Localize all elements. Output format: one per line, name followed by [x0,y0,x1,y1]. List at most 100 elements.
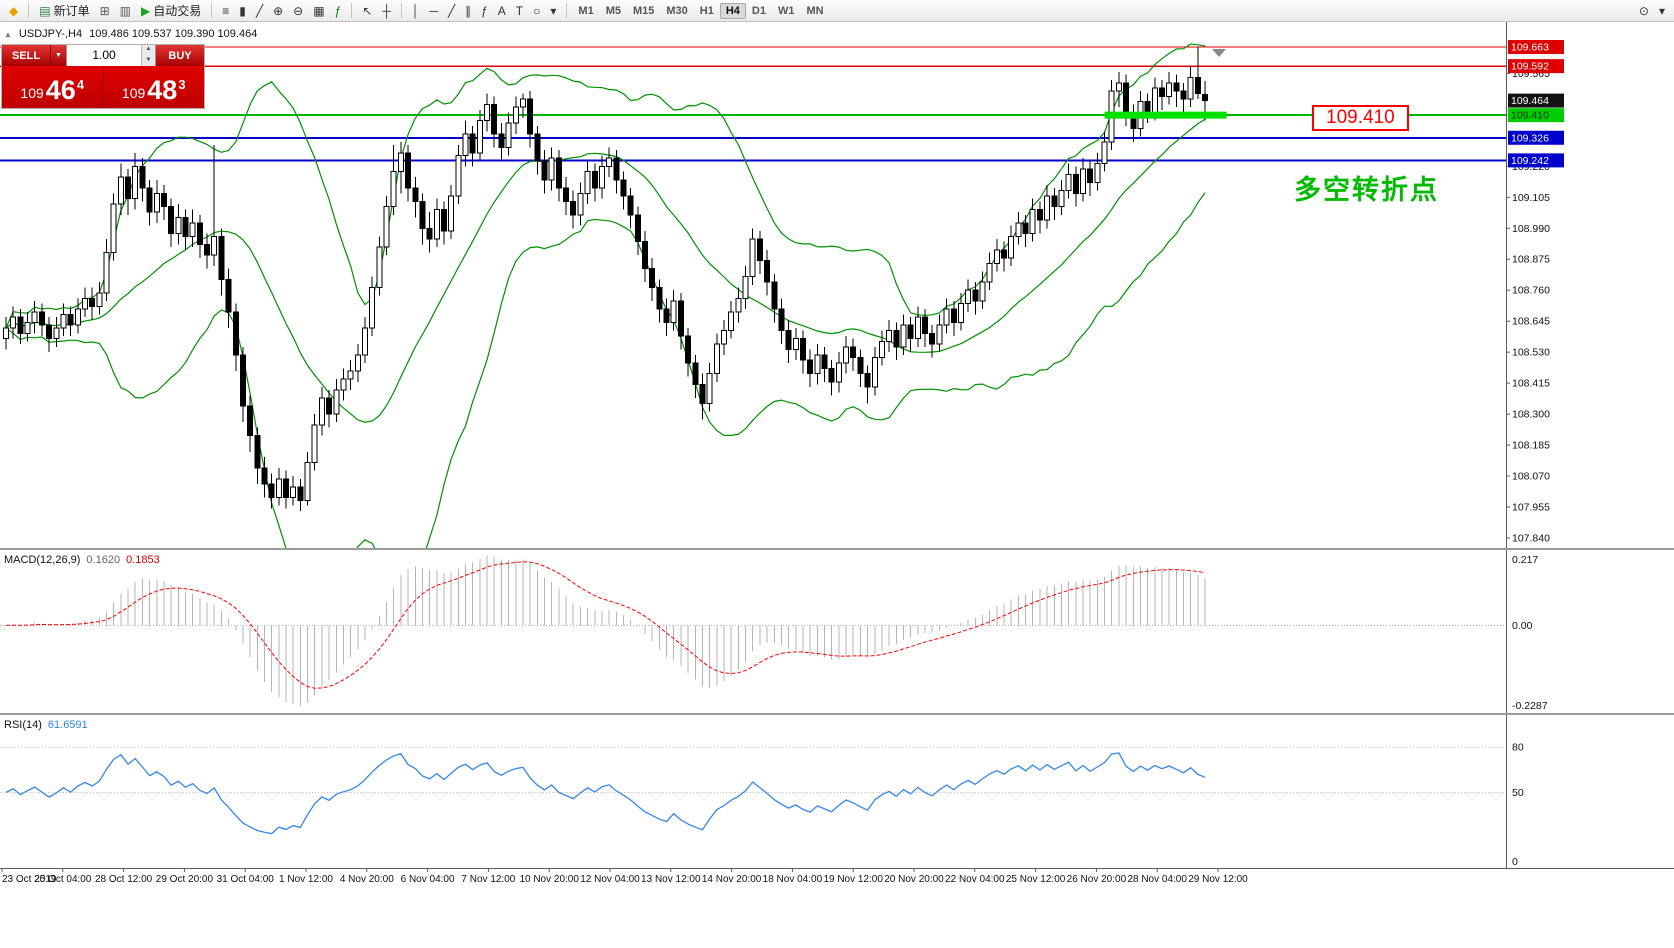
objects-dropdown-icon[interactable]: ▾ [545,2,561,20]
svg-text:7 Nov 12:00: 7 Nov 12:00 [461,874,515,885]
panels-dropdown-icon: ▾ [1658,3,1665,18]
timeframe-m1[interactable]: M1 [578,4,594,17]
timeframe-w1[interactable]: W1 [777,4,795,17]
toolbar-separator [211,3,213,18]
volume-input[interactable]: 1.00 [92,48,116,62]
timeframe-m30[interactable]: M30 [666,4,688,17]
svg-text:0.00: 0.00 [1512,620,1533,632]
sell-button[interactable]: SELL [2,45,50,66]
svg-text:18 Nov 04:00: 18 Nov 04:00 [763,874,823,885]
autotrading-button-label: 自动交易 [153,4,202,18]
svg-text:107.955: 107.955 [1512,502,1550,514]
toolbar-separator [28,3,30,18]
chart-canvas[interactable]: 109.565109.220109.105108.990108.875108.7… [0,22,1674,948]
bar-chart-icon[interactable]: ≡ [217,2,234,20]
svg-text:29 Nov 12:00: 29 Nov 12:00 [1188,874,1248,885]
shapes-icon[interactable]: ○ [528,2,545,20]
zoom-out-icon[interactable]: ⊖ [288,2,308,20]
app-icon: ◆ [9,3,19,18]
oneclick-collapse-icon[interactable]: ▲ [4,29,12,39]
bar-chart-icon: ≡ [222,3,230,18]
price-level-callout[interactable]: 109.410 [1312,105,1409,131]
profiles-icon[interactable]: ▥ [115,2,136,20]
autotrading-button[interactable]: ▶ 自动交易 [136,0,206,21]
volume-up-icon[interactable]: ▲ [142,45,155,56]
svg-text:108.185: 108.185 [1512,440,1550,452]
chart-ohlc-header: ▲ USDJPY-,H4 109.486 109.537 109.390 109… [4,28,257,40]
trendline-icon[interactable]: ╱ [443,2,460,20]
buy-price-button[interactable]: 109 48 3 [102,66,205,108]
timeframe-m15[interactable]: M15 [632,4,655,17]
indicators-icon[interactable]: ƒ [330,2,347,20]
panel-separators[interactable] [0,548,1674,715]
new-order-button: ▤ [39,3,51,18]
volume-down-icon[interactable]: ▼ [142,55,155,66]
svg-text:109.464: 109.464 [1511,95,1549,107]
grid-icon[interactable]: ▦ [308,2,329,20]
bollinger-bands-layer [5,43,1206,548]
buy-price-fraction: 3 [178,77,186,92]
one-click-trading-panel: SELL ▼ 1.00 ▲ ▼ BUY 109 46 4 109 48 3 [1,44,205,109]
buy-price-pips: 48 [147,75,178,105]
fibonacci-icon[interactable]: ƒ [476,2,493,20]
vertical-line-icon: │ [411,3,420,18]
main-toolbar: ◆ ▤ 新订单 ⊞ ▥ ▶ 自动交易 ≡ ▮ ╱ ⊕ ⊖ ▦ ƒ ↖ ┼ │ ─ ╱ ∥ ƒ A T ○ ▾ M1 M5 M15 M30… [0,0,1674,22]
price-axis[interactable]: 109.565109.220109.105108.990108.875108.7… [1506,22,1564,868]
panels-dropdown-icon[interactable]: ▾ [1654,2,1670,20]
sell-price-button[interactable]: 109 46 4 [2,66,103,108]
vertical-line-icon[interactable]: │ [407,2,425,20]
toolbar-group-trade: ▤ 新订单 ⊞ ▥ ▶ 自动交易 [34,0,206,21]
search-icon: ⊙ [1638,3,1649,18]
sell-price-pips: 46 [45,75,76,105]
svg-text:50: 50 [1512,787,1524,799]
svg-text:28 Oct 12:00: 28 Oct 12:00 [95,874,153,885]
crosshair-icon[interactable]: ┼ [377,2,396,20]
turning-point-note[interactable]: 多空转折点 [1294,175,1439,205]
sell-dropdown-icon[interactable]: ▼ [50,45,66,66]
label-icon: T [515,3,524,18]
timeframe-m5[interactable]: M5 [605,4,621,17]
channel-icon[interactable]: ∥ [460,2,476,20]
svg-text:12 Nov 04:00: 12 Nov 04:00 [580,874,640,885]
grid-icon: ▦ [313,3,325,18]
line-chart-icon[interactable]: ╱ [251,2,268,20]
new-chart-icon[interactable]: ⊞ [95,2,115,20]
new-order-button[interactable]: ▤ 新订单 [34,0,94,21]
candlestick-icon[interactable]: ▮ [234,2,251,20]
svg-text:108.875: 108.875 [1512,254,1550,266]
svg-text:108.070: 108.070 [1512,471,1550,483]
cursor-icon: ↖ [362,3,373,18]
new-order-button-label: 新订单 [53,4,90,18]
timeframe-mn[interactable]: MN [806,4,824,17]
volume-box: 1.00 ▲ ▼ [66,45,156,66]
buy-price-base: 109 [121,85,146,101]
crosshair-icon: ┼ [382,3,391,18]
text-icon[interactable]: A [493,2,511,20]
timeframe-h4[interactable]: H4 [719,2,746,19]
line-chart-icon: ╱ [255,3,264,18]
macd-label: MACD(12,26,9) 0.1620 0.1853 [4,554,160,566]
horizontal-line-icon[interactable]: ─ [424,2,443,20]
text-icon: A [497,3,506,18]
horizontal-lines-layer[interactable] [0,46,1506,162]
chart-shift-marker[interactable] [1212,49,1226,57]
label-icon[interactable]: T [511,2,528,20]
zoom-in-icon[interactable]: ⊕ [268,2,288,20]
horizontal-line-icon: ─ [429,3,438,18]
channel-icon: ∥ [465,3,472,18]
timeframe-d1[interactable]: D1 [751,4,766,17]
buy-button[interactable]: BUY [156,45,204,66]
svg-text:10 Nov 20:00: 10 Nov 20:00 [519,874,579,885]
svg-text:109.592: 109.592 [1511,61,1549,73]
svg-text:108.415: 108.415 [1512,378,1550,390]
fibonacci-icon: ƒ [481,3,488,18]
timeframe-h1[interactable]: H1 [699,4,714,17]
support-highlight-segment[interactable] [1104,111,1227,119]
cursor-icon[interactable]: ↖ [357,2,377,20]
app-icon[interactable]: ◆ [4,2,23,20]
indicators-icon: ƒ [334,3,342,18]
toolbar-separator [400,3,402,18]
svg-text:25 Nov 12:00: 25 Nov 12:00 [1006,874,1066,885]
search-icon[interactable]: ⊙ [1634,2,1654,20]
